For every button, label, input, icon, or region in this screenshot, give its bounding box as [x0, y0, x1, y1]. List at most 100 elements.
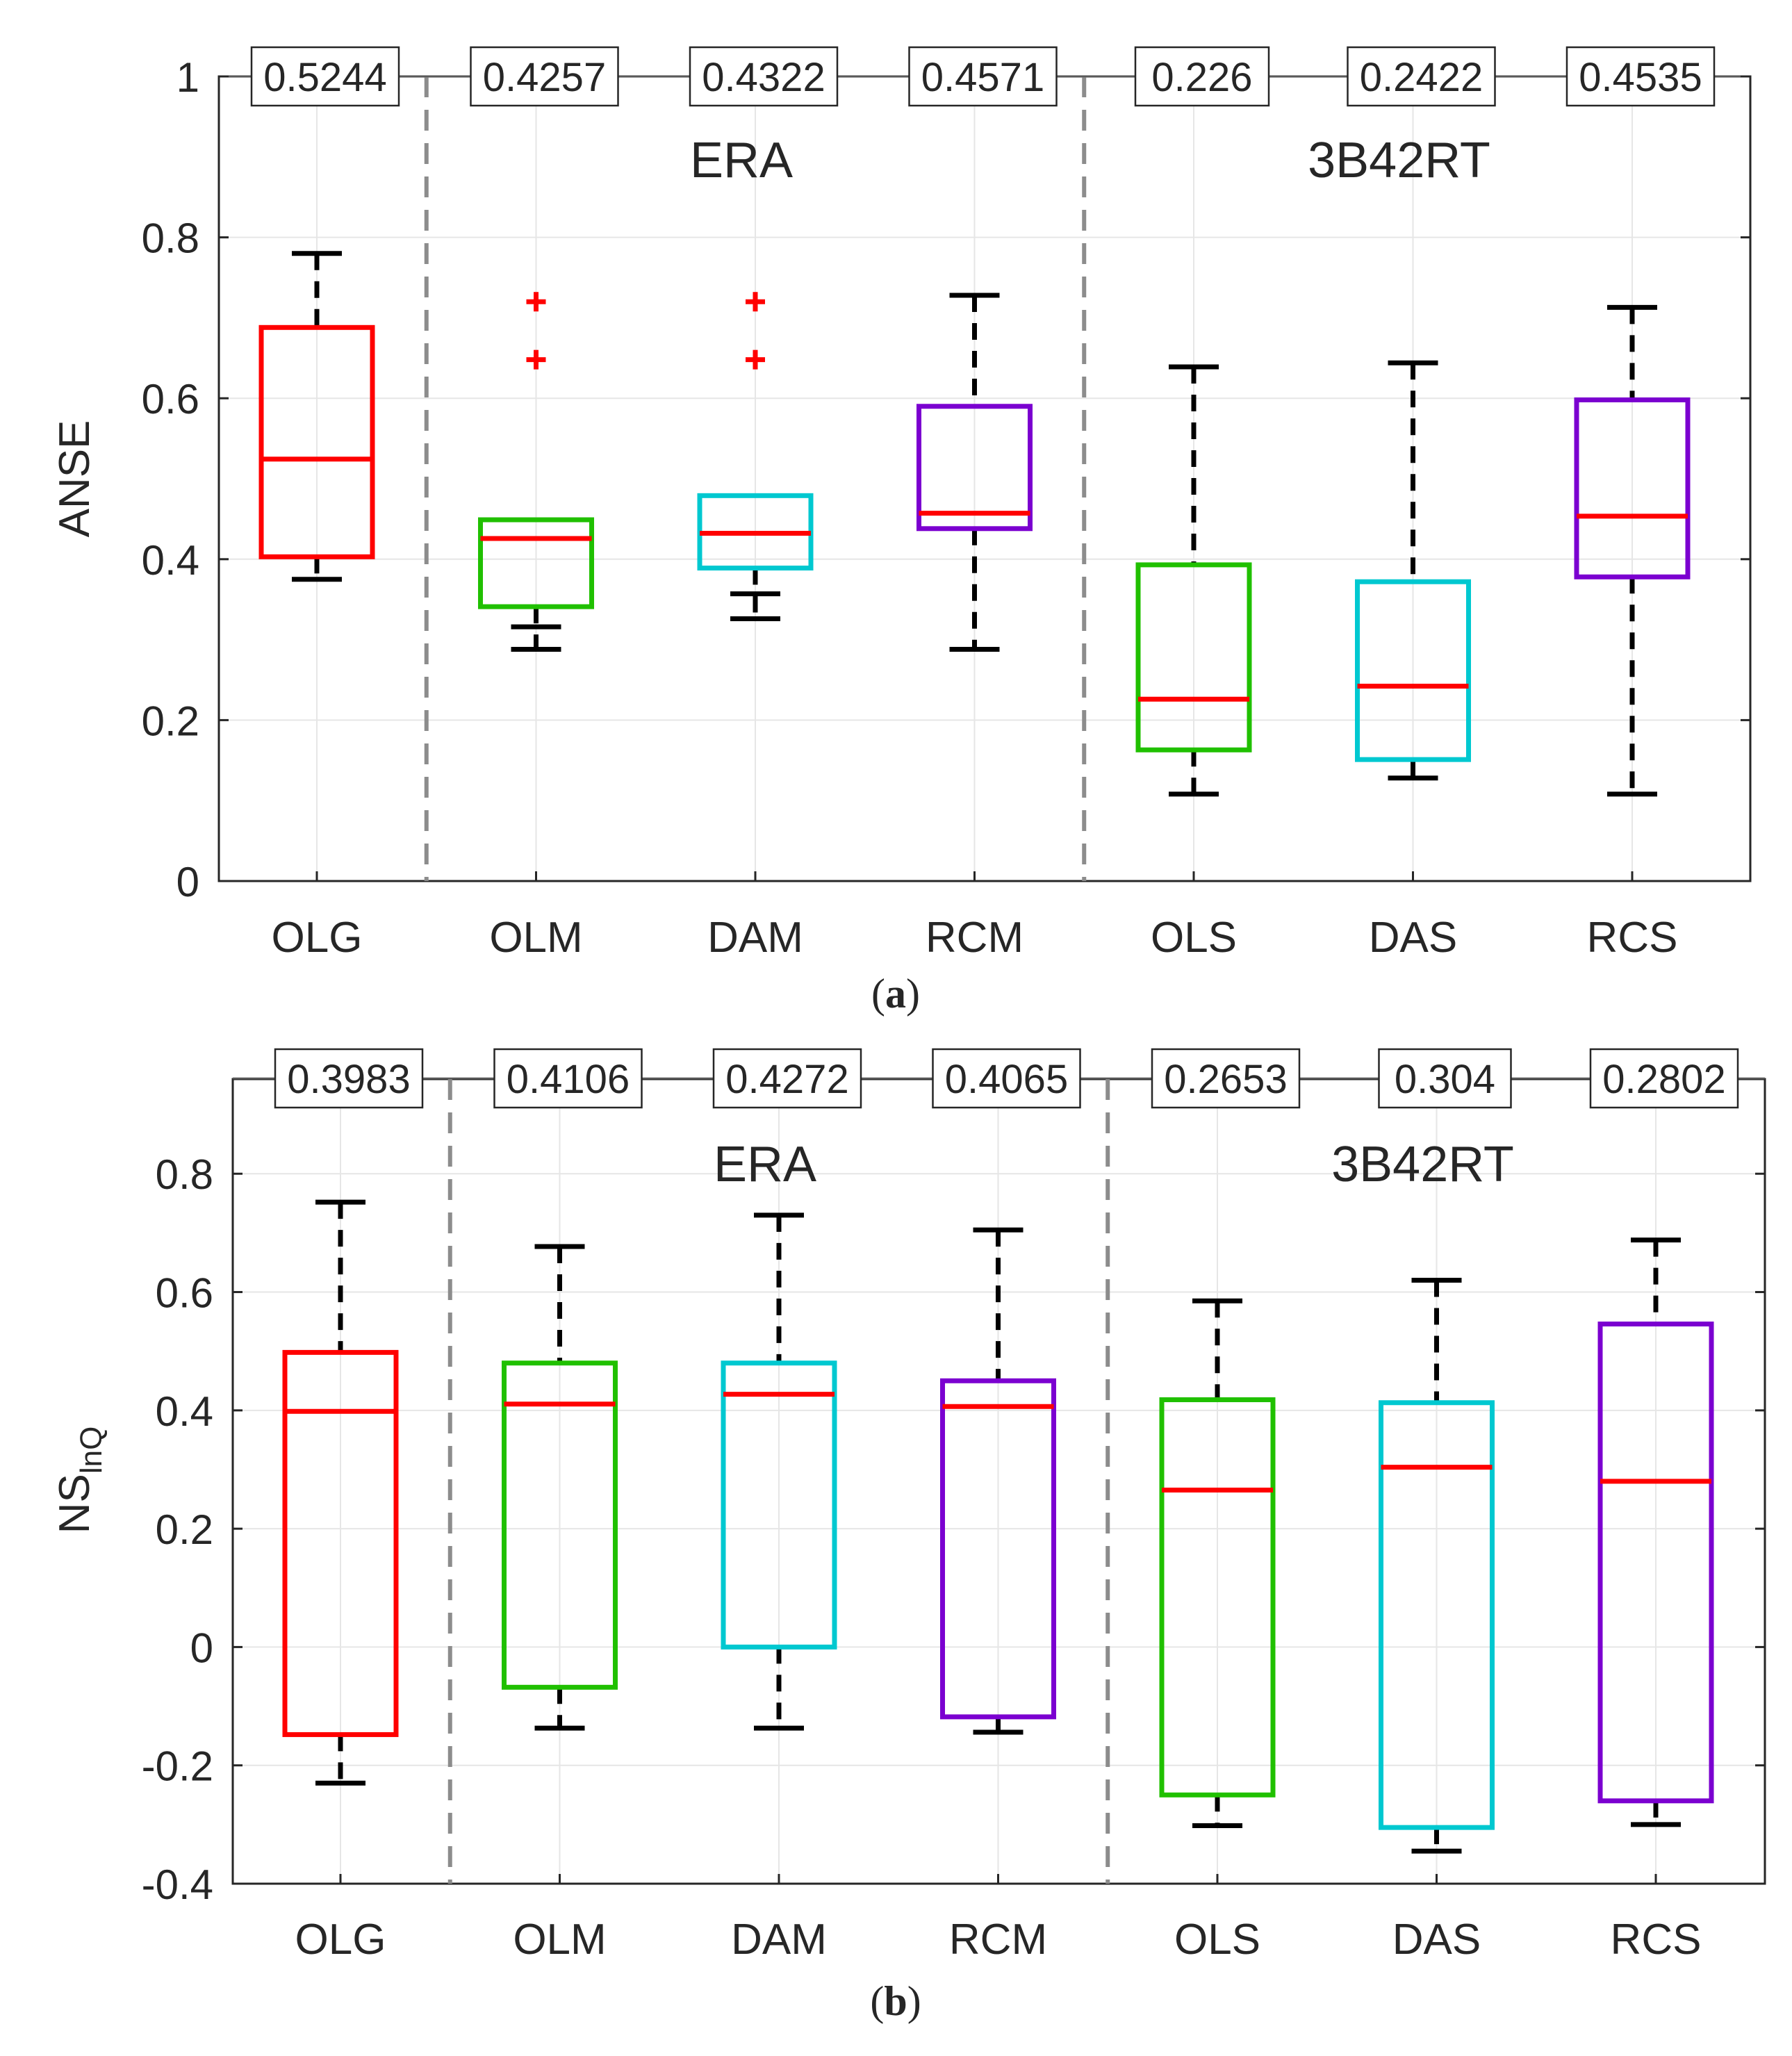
panel-a: 0.5244 0.4257 0.4322 0.4571 0.226 0.2422 0.453… [51, 46, 1752, 1017]
median-label-olm: 0.4257 [470, 46, 619, 107]
box-iqr [1574, 397, 1691, 579]
median-label-boxes-a: 0.5244 0.4257 0.4322 0.4571 0.226 0.2422 0.453… [250, 46, 1716, 107]
x-tick-label-das: DAS [1369, 914, 1457, 962]
y-tick-label: 0.2 [156, 1506, 213, 1553]
box-iqr [258, 324, 375, 559]
boxes-a [258, 251, 1691, 797]
median-label-box [712, 1048, 862, 1109]
box-rcm [940, 1227, 1056, 1735]
median-label-text: 0.4106 [507, 1057, 630, 1102]
group-label-era: ERA [714, 1137, 816, 1192]
y-tick-label: 0.4 [142, 537, 199, 584]
median-label-text: 0.3983 [287, 1057, 410, 1102]
median-label-rcs: 0.4535 [1565, 46, 1716, 107]
separators-a [424, 76, 1087, 881]
y-tick-label: -0.4 [142, 1861, 213, 1908]
outlier-marker [746, 292, 765, 312]
y-ticks-a: 0 0.2 0.4 0.6 0.8 1 [142, 54, 1750, 905]
y-axis-label-b: NSlnQ [51, 1426, 108, 1534]
median-label-box [1378, 1048, 1512, 1109]
median-label-dam: 0.4322 [689, 46, 839, 107]
median-label-text: 0.4535 [1579, 55, 1702, 100]
panel-caption-a: (a) [871, 971, 920, 1017]
y-tick-label: 0.2 [142, 698, 199, 744]
median-label-text: 0.4257 [483, 55, 606, 100]
box-rcs [1574, 304, 1691, 797]
x-tick-label-das: DAS [1392, 1916, 1481, 1964]
box-iqr [502, 1360, 618, 1690]
x-tick-label-olm: OLM [513, 1916, 606, 1964]
group-labels-a: ERA 3B42RT [690, 133, 1490, 188]
box-iqr [1379, 1400, 1495, 1830]
box-olg [258, 251, 375, 582]
median-label-text: 0.4322 [702, 55, 825, 100]
median-label-rcm: 0.4571 [908, 46, 1058, 107]
box-iqr [1355, 579, 1471, 762]
y-tick-label: 0.8 [142, 215, 199, 262]
x-tick-label-rcm: RCM [926, 914, 1024, 962]
x-tick-label-olm: OLM [489, 914, 582, 962]
median-label-rcm: 0.4065 [932, 1048, 1081, 1109]
y-tick-label: -0.2 [142, 1743, 213, 1790]
box-ols [1159, 1298, 1276, 1829]
median-label-box [932, 1048, 1081, 1109]
median-label-box [1565, 46, 1716, 107]
box-iqr [1597, 1322, 1714, 1804]
median-label-box [689, 46, 839, 107]
median-label-text: 0.2802 [1602, 1057, 1725, 1102]
x-tick-label-ols: OLS [1151, 914, 1237, 962]
outlier-marker [526, 292, 546, 312]
y-tick-label: 0.8 [156, 1151, 213, 1198]
y-ticks-b: -0.4 -0.2 0 0.2 0.4 0.6 0.8 [142, 1151, 1765, 1908]
x-tick-label-dam: DAM [731, 1916, 827, 1964]
x-tick-label-rcm: RCM [949, 1916, 1047, 1964]
median-label-ols: 0.2653 [1151, 1048, 1301, 1109]
median-label-box [1134, 46, 1270, 107]
y-tick-label: 0.4 [156, 1388, 213, 1435]
x-tick-label-ols: OLS [1174, 1916, 1260, 1964]
median-label-text: 0.2653 [1164, 1057, 1287, 1102]
median-label-olg: 0.3983 [274, 1048, 424, 1109]
box-rcm [916, 293, 1033, 652]
median-label-das: 0.304 [1378, 1048, 1512, 1109]
box-olg [282, 1199, 399, 1786]
boxes-b [282, 1199, 1714, 1854]
median-label-box [274, 1048, 424, 1109]
box-dam [721, 1212, 837, 1731]
y-tick-label: 0 [176, 859, 199, 905]
y-axis-label-a: ANSE [51, 420, 99, 538]
median-label-text: 0.2422 [1360, 55, 1483, 100]
box-iqr [721, 1360, 837, 1650]
x-tick-label-olg: OLG [272, 914, 363, 962]
median-label-box [493, 1048, 643, 1109]
y-tick-label: 0.6 [156, 1270, 213, 1317]
median-label-box [1589, 1048, 1739, 1109]
median-label-olm: 0.4106 [493, 1048, 643, 1109]
box-iqr [1135, 562, 1252, 753]
box-iqr [940, 1378, 1056, 1720]
median-label-ols: 0.226 [1134, 46, 1270, 107]
x-tick-label-rcs: RCS [1587, 914, 1678, 962]
median-label-box [1151, 1048, 1301, 1109]
median-label-box [250, 46, 400, 107]
group-label-era: ERA [690, 133, 793, 188]
median-label-text: 0.304 [1395, 1057, 1495, 1102]
box-iqr [916, 404, 1033, 532]
median-label-das: 0.2422 [1347, 46, 1496, 107]
group-label-3b42rt: 3B42RT [1331, 1137, 1514, 1192]
median-label-rcs: 0.2802 [1589, 1048, 1739, 1109]
y-tick-label: 0 [190, 1625, 213, 1671]
box-rcs [1597, 1237, 1714, 1827]
median-label-text: 0.4065 [945, 1057, 1068, 1102]
median-label-boxes-b: 0.3983 0.4106 0.4272 0.4065 0.2653 0.304 0.280… [274, 1048, 1739, 1109]
outlier-marker [526, 349, 546, 370]
y-tick-label: 0.6 [142, 376, 199, 422]
median-label-olg: 0.5244 [250, 46, 400, 107]
separators-b [447, 1079, 1110, 1884]
box-iqr [282, 1349, 399, 1737]
median-label-text: 0.5244 [263, 55, 386, 100]
box-das [1379, 1278, 1495, 1854]
box-ols [1135, 364, 1252, 797]
median-label-text: 0.4571 [921, 55, 1044, 100]
